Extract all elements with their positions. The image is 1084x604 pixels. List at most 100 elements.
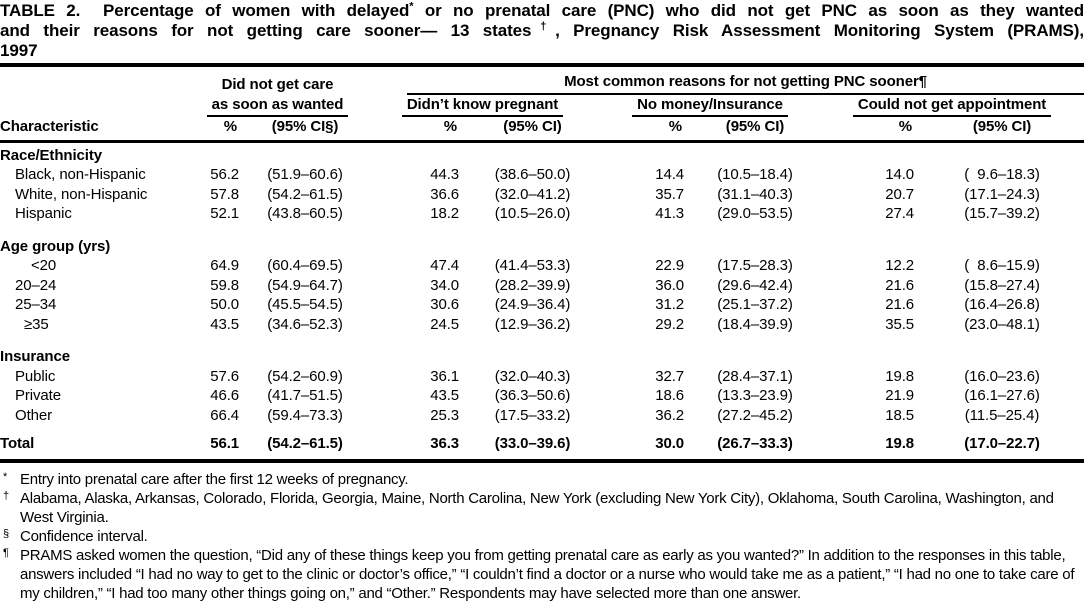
row-label: ≥35: [24, 315, 49, 333]
title-text: , Pregnancy Risk Assessment Monitoring S…: [555, 21, 1084, 40]
section-label: Insurance: [0, 348, 70, 365]
cell-ci: (41.4–53.3): [494, 257, 571, 274]
cell-pct: 46.6: [210, 387, 239, 404]
cell-pct: 34.0: [430, 276, 459, 294]
cell-pct: 35.7: [655, 185, 684, 203]
cell-ci: ( 8.6–15.9): [964, 257, 1040, 274]
cell-pct: 21.6: [885, 276, 914, 294]
cell-pct: 36.6: [430, 185, 459, 203]
header-row-1: Did not get care Most common reasons for…: [0, 72, 1084, 95]
row-label: Private: [15, 387, 61, 404]
cell-ci: (54.2–60.9): [267, 367, 343, 385]
spacer-cell: [0, 95, 190, 118]
cell-pct: 43.5: [210, 315, 239, 333]
cell-ci: (60.4–69.5): [267, 257, 343, 274]
cell-ci: (23.0–48.1): [964, 315, 1040, 333]
col-header-ci: (95% CI): [920, 117, 1084, 143]
spacer-cell: [0, 72, 190, 95]
cell-pct: 59.8: [210, 276, 239, 294]
col-group-did-not-get-care: Did not get care: [221, 76, 334, 93]
title-text: TABLE 2. Percentage of women with delaye…: [0, 1, 410, 20]
cell-pct: 43.5: [430, 387, 459, 404]
cell-pct: 41.3: [655, 205, 684, 222]
footnote-marker: §: [3, 527, 9, 540]
cell-ci: (34.6–52.3): [267, 315, 343, 333]
cell-pct: 56.2: [210, 166, 239, 183]
col-header-pct: %: [365, 117, 465, 143]
table-row-black-non-hispanic: Black, non-Hispanic 56.2 (51.9–60.6) 44.…: [0, 165, 1084, 185]
table-title: TABLE 2. Percentage of women with delaye…: [0, 1, 1084, 61]
table-row-age-35-plus: ≥35 43.5 (34.6–52.3) 24.5 (12.9–36.2) 29…: [0, 315, 1084, 335]
underlined-header: Could not get appointment: [852, 95, 1052, 117]
cell-ci: (36.3–50.6): [494, 387, 571, 404]
cell-ci: (31.1–40.3): [717, 185, 793, 203]
cell-pct: 27.4: [885, 205, 914, 222]
col-group-didnt-know-pregnant: Didn’t know pregnant: [365, 95, 600, 117]
cell-pct: 21.9: [885, 387, 914, 404]
row-label: 25–34: [15, 296, 57, 313]
footnote-text: Entry into prenatal care after the first…: [20, 470, 409, 488]
cell-ci: (59.4–73.3): [267, 406, 343, 424]
cell-ci: (28.2–39.9): [494, 276, 571, 294]
footnote-text: PRAMS asked women the question, “Did any…: [20, 546, 1075, 602]
section-label: Age group (yrs): [0, 237, 111, 255]
section-header-insurance: Insurance: [0, 334, 1084, 367]
table-row-hispanic: Hispanic 52.1 (43.8–60.5) 18.2 (10.5–26.…: [0, 204, 1084, 224]
cell-pct: 25.3: [430, 406, 459, 424]
cell-ci: (15.7–39.2): [964, 205, 1040, 222]
reasons-spanner-label: Most common reasons for not getting PNC …: [407, 72, 1084, 95]
cell-pct: 44.3: [430, 166, 459, 183]
cell-ci: (25.1–37.2): [717, 296, 793, 313]
footnote-dagger: † Alabama, Alaska, Arkansas, Colorado, F…: [0, 489, 1084, 527]
col-group-reasons: Most common reasons for not getting PNC …: [365, 72, 1084, 95]
cell-ci: (10.5–18.4): [717, 166, 793, 183]
row-label: Public: [15, 367, 56, 385]
title-text: and their reasons for not getting care s…: [0, 21, 532, 40]
col-header-characteristic: Characteristic: [0, 117, 190, 143]
cell-pct: 57.8: [210, 185, 239, 203]
cell-pct: 36.2: [655, 406, 684, 424]
cell-pct: 20.7: [885, 185, 914, 203]
cell-ci: (16.0–23.6): [964, 367, 1040, 385]
section-label: Race/Ethnicity: [0, 146, 102, 164]
cell-pct: 36.0: [655, 276, 684, 294]
table-row-white-non-hispanic: White, non-Hispanic 57.8 (54.2–61.5) 36.…: [0, 185, 1084, 205]
row-label: Hispanic: [15, 205, 72, 222]
footnote-marker: *: [3, 470, 8, 483]
footnote-pilcrow: ¶ PRAMS asked women the question, “Did a…: [0, 546, 1084, 603]
row-label: 20–24: [15, 276, 57, 294]
cell-pct: 29.2: [655, 315, 684, 333]
cell-ci: (17.0–22.7): [920, 425, 1084, 463]
cell-pct: 36.3: [365, 425, 465, 463]
cell-ci: (16.4–26.8): [964, 296, 1040, 313]
table-row-total: Total 56.1 (54.2–61.5) 36.3 (33.0–39.6) …: [0, 425, 1084, 463]
footnote-text: Confidence interval.: [20, 527, 148, 545]
title-line-3: 1997: [0, 41, 38, 60]
cell-pct: 66.4: [210, 406, 239, 424]
cell-pct: 52.1: [210, 205, 239, 222]
cell-ci: (15.8–27.4): [964, 276, 1040, 294]
cell-pct: 18.6: [655, 387, 684, 404]
cell-ci: (41.7–51.5): [267, 387, 343, 404]
prams-table: Did not get care Most common reasons for…: [0, 72, 1084, 463]
title-line-1: TABLE 2. Percentage of women with delaye…: [0, 1, 1084, 21]
cell-pct: 36.1: [430, 367, 459, 385]
footnotes: * Entry into prenatal care after the fir…: [0, 470, 1084, 603]
footnote-text: Alabama, Alaska, Arkansas, Colorado, Flo…: [20, 489, 1054, 526]
cell-ci: (16.1–27.6): [964, 387, 1040, 404]
title-line-2: and their reasons for not getting care s…: [0, 21, 1084, 41]
cell-pct: 18.5: [885, 406, 914, 424]
cell-ci: (54.2–61.5): [245, 425, 365, 463]
table-row-age-under-20: <20 64.9 (60.4–69.5) 47.4 (41.4–53.3) 22…: [0, 256, 1084, 276]
col-header-pct: %: [600, 117, 690, 143]
col-header-ci: (95% CI): [690, 117, 820, 143]
row-label: <20: [31, 257, 57, 274]
cell-pct: 50.0: [210, 296, 239, 313]
cell-ci: (38.6–50.0): [494, 166, 571, 183]
cell-pct: 56.1: [190, 425, 245, 463]
col-header-pct: %: [190, 117, 245, 143]
cell-ci: (32.0–41.2): [494, 185, 571, 203]
cell-pct: 31.2: [655, 296, 684, 313]
cell-pct: 21.6: [885, 296, 914, 313]
